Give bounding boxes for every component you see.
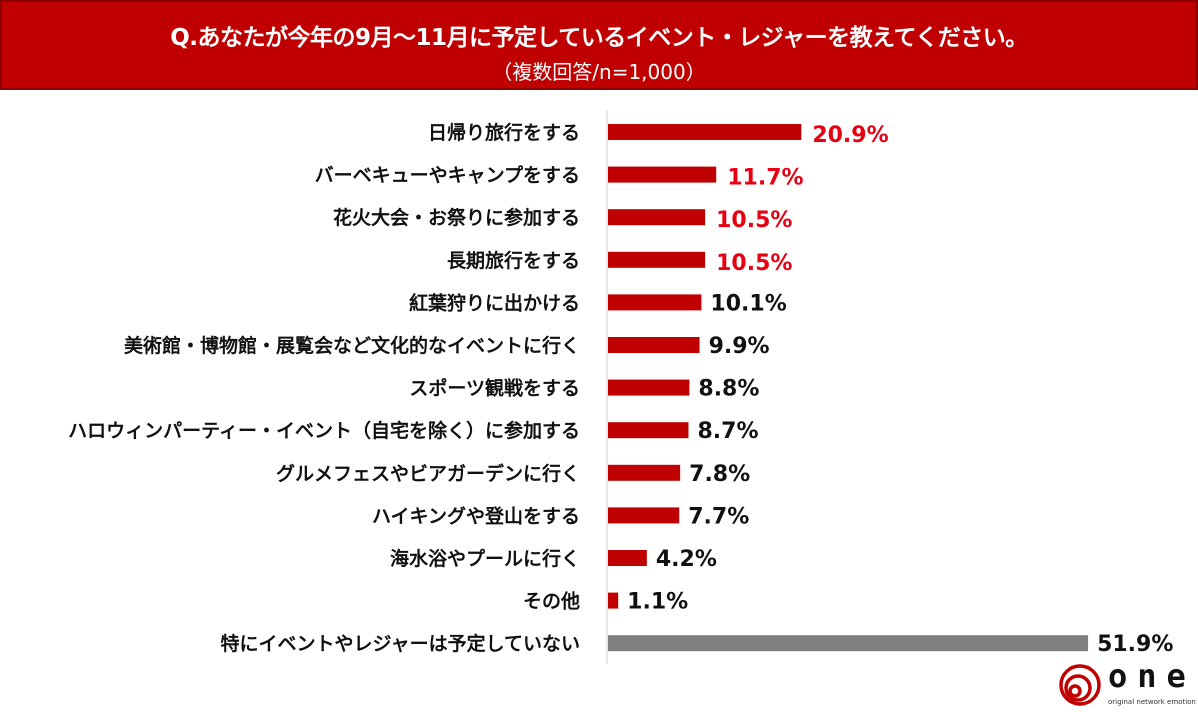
bar (608, 592, 619, 609)
value-label: 51.9% (1097, 632, 1173, 657)
bar (608, 422, 689, 439)
value-label: 10.1% (710, 291, 786, 316)
category-label: スポーツ観戦をする (409, 377, 580, 400)
chart-subtitle: （複数回答/n=1,000） (492, 60, 706, 84)
value-label: 9.9% (709, 334, 770, 359)
bar (608, 507, 680, 524)
bar (608, 337, 700, 353)
value-label: 7.8% (689, 462, 750, 487)
logo-word: one (1108, 657, 1196, 695)
value-label: 4.2% (656, 547, 717, 572)
logo-tagline: original network emotion (1108, 698, 1196, 706)
bar (608, 251, 706, 268)
category-label: 特にイベントやレジャーは予定していない (221, 632, 580, 655)
logo-spiral-icon (1059, 664, 1101, 706)
category-label: グルメフェスやビアガーデンに行く (276, 462, 580, 485)
category-label: 海水浴やプールに行く (390, 547, 580, 570)
value-label: 7.7% (688, 504, 749, 529)
bar (608, 294, 702, 311)
category-label: ハイキングや登山をする (372, 504, 580, 527)
category-label: バーベキューやキャンプをする (315, 164, 580, 187)
value-label: 11.7% (727, 166, 803, 191)
category-label: その他 (523, 590, 580, 613)
bar (608, 550, 647, 566)
bar (608, 209, 706, 226)
bar (608, 635, 1089, 652)
bar (608, 379, 690, 396)
bar (608, 464, 681, 481)
value-label: 10.5% (716, 208, 792, 233)
chart-title: Q.あなたが今年の9月～11月に予定しているイベント・レジャーを教えてください。 (170, 25, 1028, 51)
category-label: 長期旅行をする (447, 249, 580, 272)
value-label: 8.8% (698, 377, 759, 402)
category-label: 美術館・博物館・展覧会など文化的なイベントに行く (124, 334, 580, 357)
value-label: 20.9% (812, 123, 888, 148)
bar (608, 166, 717, 183)
category-label: ハロウィンパーティー・イベント（自宅を除く）に参加する (68, 419, 580, 442)
category-label: 日帰り旅行をする (428, 121, 580, 144)
category-label: 花火大会・お祭りに参加する (333, 206, 580, 229)
value-label: 8.7% (697, 419, 758, 444)
bar (608, 124, 802, 140)
value-label: 1.1% (627, 590, 688, 615)
value-label: 10.5% (716, 251, 792, 276)
question-header: Q.あなたが今年の9月～11月に予定しているイベント・レジャーを教えてください。… (0, 0, 1198, 90)
category-label: 紅葉狩りに出かける (409, 291, 580, 314)
company-logo: one original network emotion (1058, 657, 1196, 709)
